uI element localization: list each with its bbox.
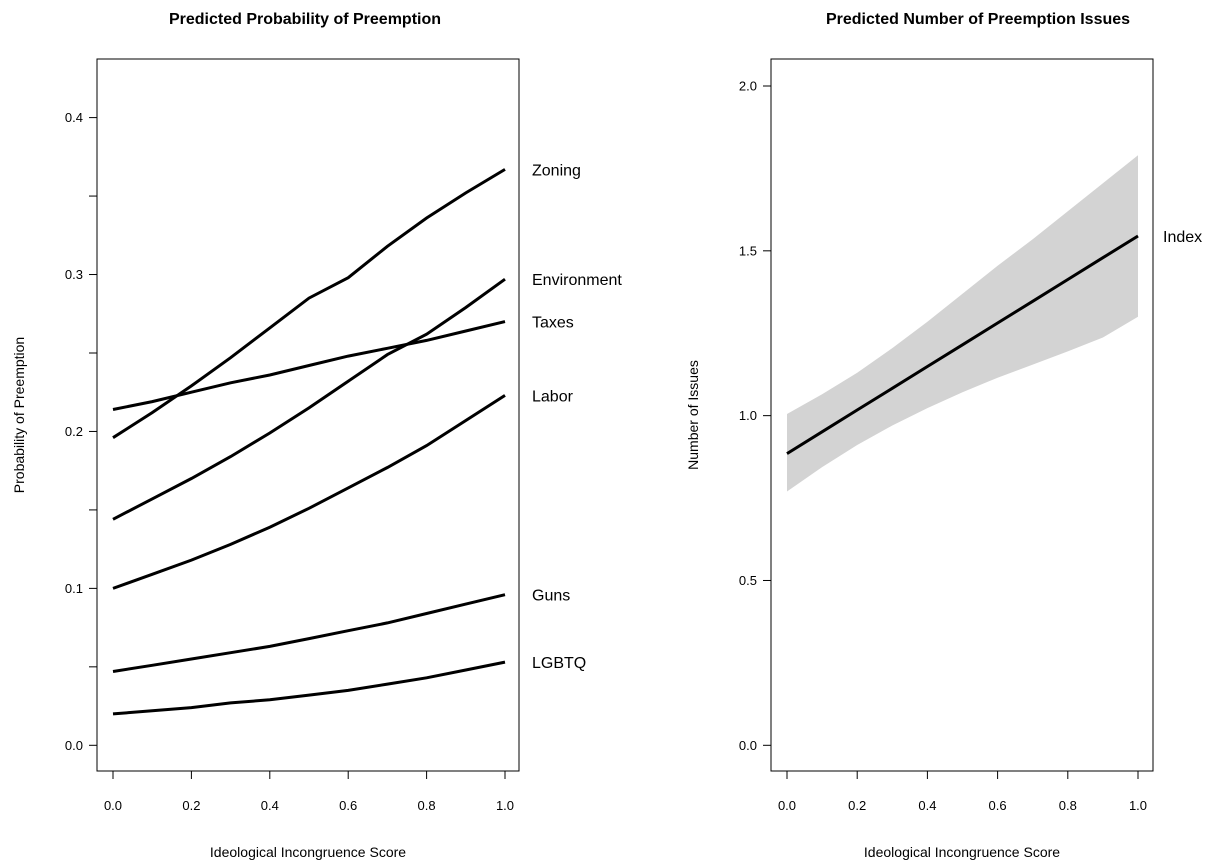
y-tick-label: 0.0 xyxy=(739,738,757,753)
series-label-environment: Environment xyxy=(532,272,622,289)
series-line-lgbtq xyxy=(112,660,506,716)
panel-probability: Predicted Probability of Preemption 0.0 … xyxy=(11,11,622,860)
confidence-band-index xyxy=(787,155,1138,492)
y-tick-label: 1.0 xyxy=(739,408,757,423)
series-line-labor xyxy=(112,394,506,590)
series-lines-number-of-issues xyxy=(786,234,1139,455)
x-tick-label: 0.0 xyxy=(104,798,122,813)
y-axis-number-of-issues: 0.0 0.5 1.0 1.5 2.0 xyxy=(739,79,772,753)
y-tick-label: 0.5 xyxy=(739,573,757,588)
series-label-index: Index xyxy=(1163,229,1202,246)
series-line-environment xyxy=(112,277,506,521)
x-tick-label: 0.6 xyxy=(339,798,357,813)
x-axis-probability: 0.0 0.2 0.4 0.6 0.8 1.0 xyxy=(104,770,514,813)
chart-title-probability: Predicted Probability of Preemption xyxy=(169,11,441,28)
y-tick-label: 0.0 xyxy=(65,738,83,753)
x-tick-label: 0.8 xyxy=(418,798,436,813)
series-labels-probability: Zoning Environment Taxes Labor Guns LGBT… xyxy=(532,162,622,672)
x-tick-label: 0.2 xyxy=(182,798,200,813)
y-tick-label: 0.2 xyxy=(65,424,83,439)
panel-number-of-issues: Predicted Number of Preemption Issues 0.… xyxy=(685,11,1202,860)
y-tick-label: 2.0 xyxy=(739,79,757,94)
y-axis-probability: 0.0 0.1 0.2 0.3 0.4 xyxy=(65,110,98,753)
series-label-lgbtq: LGBTQ xyxy=(532,655,586,672)
series-label-zoning: Zoning xyxy=(532,162,581,179)
y-axis-label-number-of-issues: Number of Issues xyxy=(685,360,701,470)
y-tick-label: 1.5 xyxy=(739,243,757,258)
x-tick-label: 0.4 xyxy=(918,798,936,813)
x-tick-label: 1.0 xyxy=(496,798,514,813)
y-tick-label: 0.1 xyxy=(65,581,83,596)
series-lines-probability xyxy=(112,168,506,716)
series-line-taxes xyxy=(112,320,506,411)
y-tick-label: 0.4 xyxy=(65,110,83,125)
series-label-labor: Labor xyxy=(532,388,574,405)
x-axis-label-probability: Ideological Incongruence Score xyxy=(210,844,406,860)
series-line-guns xyxy=(112,593,506,673)
series-label-guns: Guns xyxy=(532,588,570,605)
x-tick-label: 0.0 xyxy=(778,798,796,813)
chart-title-number-of-issues: Predicted Number of Preemption Issues xyxy=(826,11,1130,28)
x-tick-label: 0.2 xyxy=(848,798,866,813)
x-tick-label: 0.6 xyxy=(989,798,1007,813)
x-axis-number-of-issues: 0.0 0.2 0.4 0.6 0.8 1.0 xyxy=(778,770,1147,813)
x-tick-label: 0.8 xyxy=(1059,798,1077,813)
y-tick-label: 0.3 xyxy=(65,267,83,282)
x-tick-label: 0.4 xyxy=(261,798,279,813)
series-labels-number-of-issues: Index xyxy=(1163,229,1202,246)
series-line-index xyxy=(786,234,1139,455)
y-axis-label-probability: Probability of Preemption xyxy=(11,337,27,493)
x-tick-label: 1.0 xyxy=(1129,798,1147,813)
series-label-taxes: Taxes xyxy=(532,315,574,332)
x-axis-label-number-of-issues: Ideological Incongruence Score xyxy=(864,844,1060,860)
